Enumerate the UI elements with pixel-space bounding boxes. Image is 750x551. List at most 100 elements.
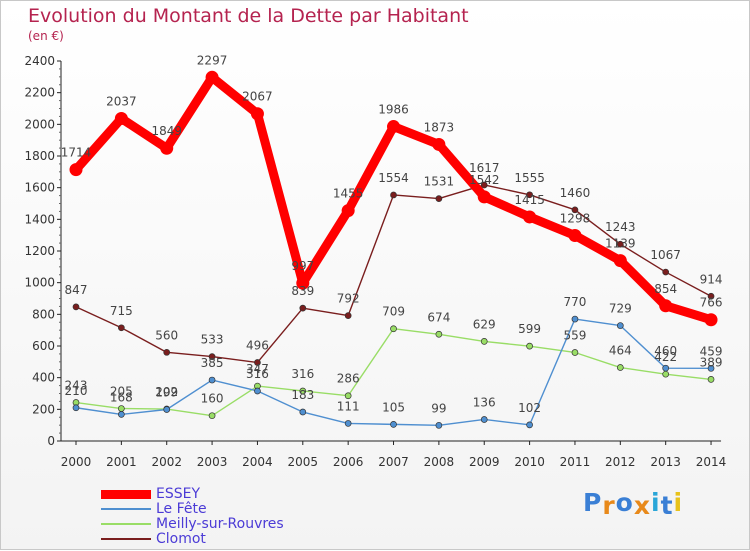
data-point (568, 228, 582, 242)
data-label: 199 (155, 385, 178, 399)
logo-letter: t (660, 491, 674, 520)
x-tick-label: 2011 (560, 455, 591, 469)
data-label: 99 (431, 401, 446, 415)
data-point (299, 304, 307, 312)
data-label: 385 (201, 356, 224, 370)
data-label: 160 (201, 392, 224, 406)
x-tick-label: 2008 (424, 455, 455, 469)
data-point (118, 324, 125, 332)
data-point (390, 421, 397, 428)
data-point (387, 120, 401, 134)
data-point (208, 353, 216, 360)
data-point (390, 191, 397, 199)
data-point (526, 191, 533, 199)
data-label: 1849 (151, 124, 182, 138)
data-label: 2297 (197, 53, 228, 67)
x-tick-label: 2007 (378, 455, 409, 469)
data-point (526, 421, 533, 429)
data-label: 389 (700, 355, 723, 369)
data-point (616, 364, 624, 371)
logo-letter: i (673, 488, 684, 517)
data-label: 729 (609, 302, 632, 316)
x-tick-label: 2009 (469, 455, 500, 469)
data-point (160, 141, 174, 155)
data-label: 1555 (514, 171, 545, 185)
data-point (480, 181, 488, 189)
data-point (118, 411, 125, 418)
x-tick-label: 2000 (61, 455, 92, 469)
data-point (435, 195, 443, 202)
legend-label: Meilly-sur-Rouvres (156, 516, 284, 532)
data-point (432, 137, 446, 151)
y-tick-label: 0 (47, 434, 55, 448)
data-point (72, 303, 80, 311)
data-label: 286 (337, 372, 360, 386)
data-point (571, 349, 579, 356)
logo-letter: o (615, 488, 634, 517)
data-label: 1531 (424, 175, 455, 189)
data-label: 1415 (514, 193, 545, 207)
x-tick-label: 2003 (197, 455, 228, 469)
data-label: 183 (291, 388, 314, 402)
data-labels: 847 715 560 533 496 839 792 1554 1531 1617 1555 146… (61, 53, 723, 415)
legend-swatch (101, 489, 151, 499)
x-tick-label: 2014 (696, 455, 727, 469)
data-label: 205 (110, 385, 133, 399)
data-point (163, 348, 171, 356)
data-label: 347 (246, 362, 269, 376)
y-tick-label: 1600 (24, 181, 55, 195)
data-point (704, 313, 718, 327)
y-tick-label: 800 (32, 307, 55, 321)
data-point (707, 292, 715, 300)
data-point (254, 359, 261, 366)
data-point (299, 387, 307, 395)
unit-label: (en €) (28, 29, 64, 43)
data-label: 1460 (560, 186, 591, 200)
data-point (435, 330, 443, 338)
data-label: 496 (246, 338, 269, 352)
data-point (254, 387, 261, 395)
x-tick-label: 2010 (514, 455, 545, 469)
data-point (662, 364, 670, 372)
data-label: 1873 (424, 120, 455, 134)
data-point (662, 370, 670, 378)
y-tick-label: 600 (32, 339, 55, 353)
x-tick-label: 2002 (151, 455, 182, 469)
logo-letter: P (583, 488, 603, 517)
data-label: 316 (291, 367, 314, 381)
data-point (435, 421, 443, 429)
data-point (208, 376, 216, 384)
data-label: 136 (473, 395, 496, 409)
data-label: 1554 (378, 171, 409, 185)
data-label: 168 (110, 390, 133, 404)
y-tick-label: 2000 (24, 117, 55, 131)
data-point (250, 107, 264, 121)
y-tick-label: 2400 (24, 54, 55, 68)
data-label: 674 (427, 310, 450, 324)
data-label: 839 (291, 284, 314, 298)
data-point (118, 405, 125, 412)
data-label: 854 (654, 282, 677, 296)
legend-swatch (101, 508, 151, 510)
legend-label: Le Fête (156, 501, 207, 517)
legend-label: Clomot (156, 531, 206, 547)
data-label: 1617 (469, 161, 500, 175)
data-label: 460 (654, 344, 677, 358)
data-label: 105 (382, 400, 405, 414)
data-point (114, 111, 128, 125)
data-label: 715 (110, 304, 133, 318)
x-tick-label: 2013 (650, 455, 681, 469)
y-tick-label: 1800 (24, 149, 55, 163)
data-label: 599 (518, 322, 541, 336)
data-point (616, 240, 624, 248)
legend-swatch (101, 523, 151, 525)
legend-label: ESSEY (156, 486, 201, 502)
data-point (571, 315, 579, 323)
data-label: 2067 (242, 90, 273, 104)
data-point (526, 342, 533, 350)
data-point (523, 210, 537, 224)
y-tick-label: 200 (32, 402, 55, 416)
data-label: 422 (654, 350, 677, 364)
data-label: 629 (473, 317, 496, 331)
